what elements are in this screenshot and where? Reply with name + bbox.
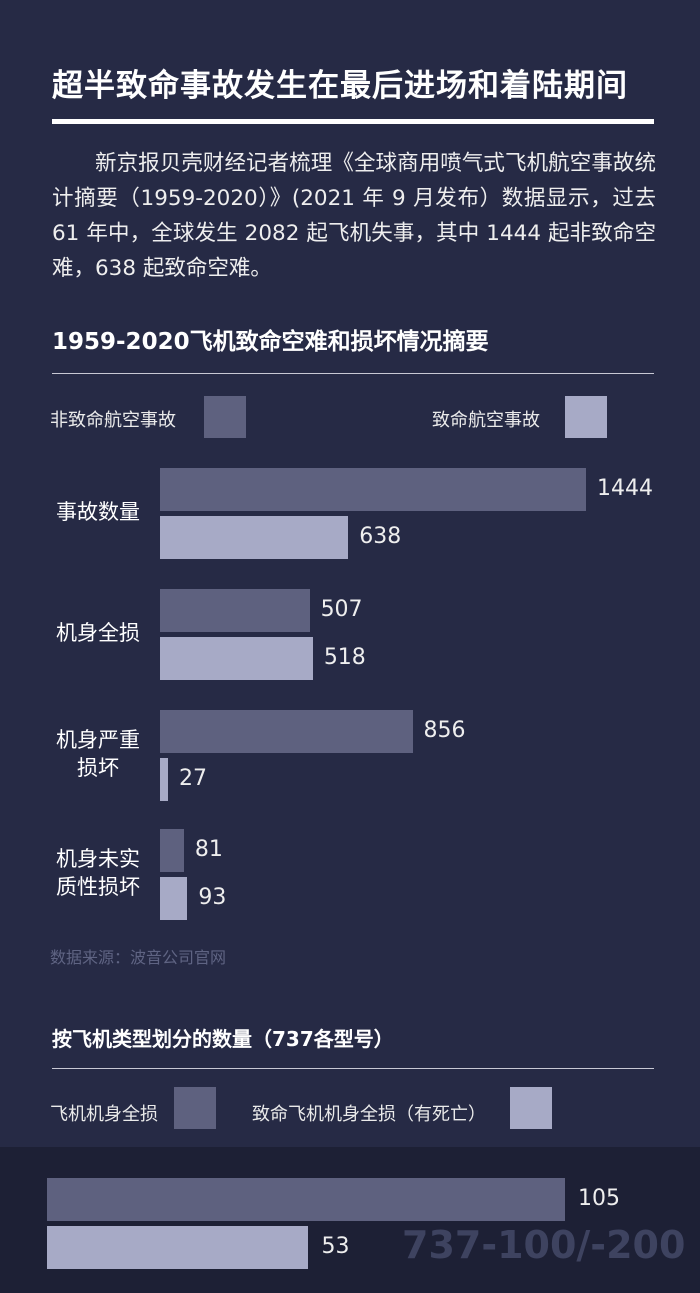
chart1-bar-value-label: 93 bbox=[198, 885, 227, 910]
chart1-category-label-line: 机身全损 bbox=[56, 620, 140, 645]
chart1-bar-fatal bbox=[160, 758, 168, 801]
title-underline bbox=[52, 119, 654, 124]
chart1-category-label-line: 事故数量 bbox=[56, 499, 140, 524]
chart2-legend-loss-label: 飞机机身全损 bbox=[50, 1104, 158, 1125]
chart1-category-label-line: 机身未实 bbox=[56, 846, 140, 871]
chart2-legend-fatal-loss-swatch bbox=[510, 1087, 552, 1129]
chart2-legend-fatal-loss-label: 致命飞机机身全损（有死亡） bbox=[252, 1104, 486, 1125]
chart2-bar-loss bbox=[47, 1178, 565, 1221]
chart2-legend-loss-swatch bbox=[174, 1087, 216, 1129]
chart1-bar-nonfatal bbox=[160, 829, 184, 872]
chart1-bar-nonfatal bbox=[160, 710, 413, 753]
intro-paragraph: 新京报贝壳财经记者梳理《全球商用喷气式飞机航空事故统计摘要（1959-2020）… bbox=[52, 151, 656, 281]
data-source: 数据来源：波音公司官网 bbox=[50, 948, 227, 967]
chart1-category-label: 机身未实 质性损坏 bbox=[40, 845, 156, 901]
page-title: 超半致命事故发生在最后进场和着陆期间 bbox=[52, 68, 628, 104]
chart1-bar-value-label: 81 bbox=[194, 837, 223, 862]
chart1-category-label: 机身全损 bbox=[40, 619, 156, 647]
chart1-divider bbox=[52, 373, 654, 374]
chart1-legend-nonfatal-swatch bbox=[204, 396, 246, 438]
chart1-bar-nonfatal bbox=[160, 468, 586, 511]
chart2-bar-value-label: 105 bbox=[578, 1186, 620, 1211]
chart1-bar-fatal bbox=[160, 516, 349, 559]
chart1-legend-fatal-swatch bbox=[565, 396, 607, 438]
chart1-category-label-line: 机身严重 bbox=[56, 727, 140, 752]
chart1-category-label-line: 损坏 bbox=[77, 755, 119, 780]
chart1-legend-nonfatal-label: 非致命航空事故 bbox=[50, 410, 176, 431]
chart1-bar-value-label: 1444 bbox=[597, 476, 653, 501]
chart1-bar-value-label: 507 bbox=[320, 597, 363, 622]
chart1-category-label: 机身严重 损坏 bbox=[40, 726, 156, 782]
chart1-bar-fatal bbox=[160, 877, 188, 920]
chart1-bar-value-label: 856 bbox=[423, 718, 466, 743]
chart1-bar-value-label: 518 bbox=[323, 645, 366, 670]
chart1-legend-fatal-label: 致命航空事故 bbox=[432, 410, 540, 431]
chart1-title: 1959-2020飞机致命空难和损坏情况摘要 bbox=[52, 329, 489, 355]
chart2-bar-fatal-loss bbox=[47, 1226, 309, 1269]
chart2-title: 按飞机类型划分的数量（737各型号） bbox=[52, 1027, 394, 1051]
chart1-bar-nonfatal bbox=[160, 589, 310, 632]
chart1-bar-value-label: 27 bbox=[178, 766, 207, 791]
chart1-bar-fatal bbox=[160, 637, 313, 680]
chart2-bar-value-label: 53 bbox=[321, 1234, 350, 1259]
chart2-divider bbox=[52, 1068, 654, 1069]
chart2-category-label: 737-100/-200 bbox=[402, 1223, 686, 1267]
chart1-category-label: 事故数量 bbox=[40, 498, 156, 526]
chart1-bar-value-label: 638 bbox=[359, 524, 402, 549]
chart1-category-label-line: 质性损坏 bbox=[56, 874, 140, 899]
